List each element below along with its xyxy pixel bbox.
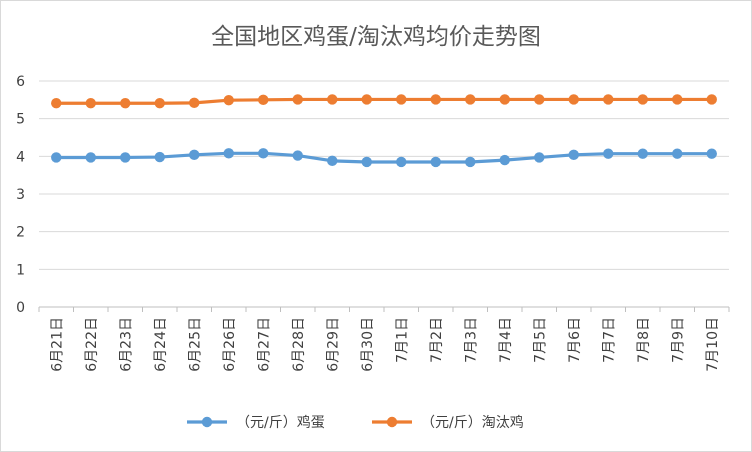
x-tick-label: 6月22日 (84, 317, 100, 372)
data-point (258, 148, 269, 159)
x-tick-label: 7月2日 (429, 317, 445, 363)
x-tick-label: 6月23日 (118, 317, 134, 372)
data-point (327, 155, 338, 167)
y-axis-ticks: 0 1 2 3 4 5 6 (16, 74, 25, 316)
x-tick-label: 7月10日 (705, 317, 721, 372)
x-tick-label: 7月1日 (394, 317, 410, 363)
data-point (51, 98, 62, 109)
x-tick-label: 7月5日 (532, 317, 548, 363)
data-point (189, 97, 200, 109)
data-point (534, 94, 545, 105)
data-point (361, 94, 372, 105)
series-layer (51, 94, 717, 168)
data-point (672, 148, 683, 159)
series-culled-hen (51, 94, 717, 109)
data-point (499, 94, 510, 105)
x-axis-ticks: 6月21日 6月22日 6月23日 6月24日 6月25日 6月26日 6月27日 6月28日… (38, 307, 730, 372)
data-point (154, 98, 165, 109)
data-point (603, 148, 614, 159)
data-point (534, 152, 545, 163)
x-tick-label: 7月9日 (670, 317, 686, 363)
data-point (568, 94, 579, 105)
x-tick-label: 6月21日 (49, 317, 65, 372)
x-tick-label: 6月24日 (153, 317, 169, 372)
x-tick-label: 7月4日 (498, 317, 514, 363)
data-point (465, 94, 476, 105)
legend-item[interactable]: （元/斤）淘汰鸡 (372, 414, 524, 431)
x-tick-label: 6月25日 (187, 317, 203, 372)
legend-label: （元/斤）淘汰鸡 (421, 414, 524, 431)
y-tick-label: 4 (16, 149, 25, 165)
data-point (430, 94, 441, 105)
data-point (154, 151, 165, 163)
x-tick-label: 7月6日 (567, 317, 583, 363)
x-tick-label: 6月29日 (325, 317, 341, 372)
data-point (568, 149, 579, 161)
data-point (637, 148, 648, 159)
data-point (430, 156, 441, 168)
data-point (120, 98, 131, 109)
data-point (85, 152, 96, 163)
legend-label: （元/斤）鸡蛋 (236, 414, 325, 431)
chart-title: 全国地区鸡蛋/淘汰鸡均价走势图 (211, 24, 541, 50)
legend-swatch-marker (386, 416, 398, 428)
data-point (706, 148, 717, 159)
data-point (672, 94, 683, 105)
data-point (499, 154, 510, 166)
series-line (54, 97, 714, 105)
data-point (396, 156, 407, 168)
data-point (292, 94, 303, 105)
y-tick-label: 2 (16, 225, 25, 241)
x-tick-label: 7月7日 (601, 317, 617, 363)
data-point (603, 94, 614, 105)
data-point (189, 149, 200, 161)
x-tick-label: 7月3日 (463, 317, 479, 363)
data-point (465, 156, 476, 168)
data-point (361, 156, 372, 168)
y-tick-label: 5 (16, 112, 25, 128)
series-line (54, 151, 714, 164)
x-tick-label: 6月30日 (360, 317, 376, 372)
data-point (327, 94, 338, 105)
data-point (223, 95, 234, 106)
series-egg (51, 148, 717, 168)
x-tick-label: 7月8日 (636, 317, 652, 363)
data-point (120, 152, 131, 163)
data-point (706, 94, 717, 105)
legend[interactable]: （元/斤）鸡蛋 （元/斤）淘汰鸡 (187, 414, 524, 431)
x-tick-label: 6月26日 (222, 317, 238, 372)
x-tick-label: 6月28日 (291, 317, 307, 372)
data-point (223, 148, 234, 159)
y-tick-label: 1 (16, 262, 25, 278)
legend-swatch-marker (201, 416, 213, 428)
y-tick-label: 6 (16, 74, 25, 90)
legend-item[interactable]: （元/斤）鸡蛋 (187, 414, 325, 431)
data-point (51, 152, 62, 163)
data-point (85, 98, 96, 109)
data-point (292, 150, 303, 161)
data-point (637, 94, 648, 105)
y-tick-label: 3 (16, 187, 25, 203)
data-point (258, 94, 269, 106)
grid-layer (39, 80, 729, 308)
x-tick-label: 6月27日 (256, 317, 272, 372)
data-point (396, 94, 407, 105)
y-tick-label: 0 (16, 300, 25, 316)
